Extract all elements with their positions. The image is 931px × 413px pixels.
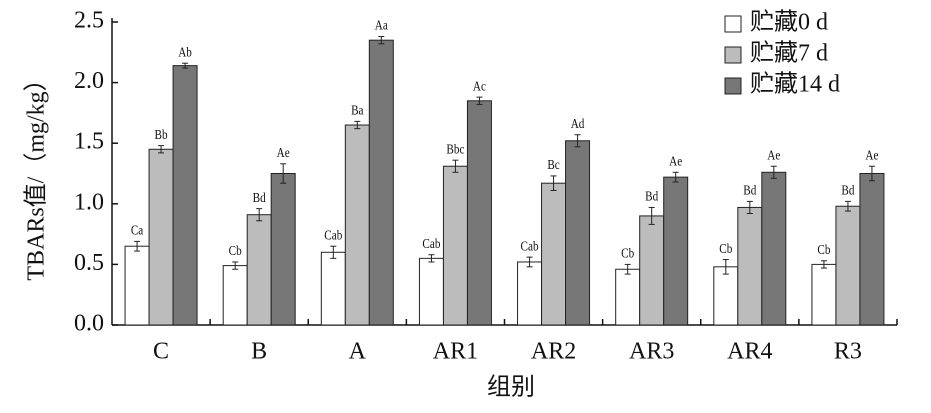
significance-label: Ae [669, 153, 682, 168]
y-tick-label: 1.0 [74, 189, 104, 215]
error-bar [256, 208, 263, 222]
legend-label: 贮藏14 d [750, 71, 840, 98]
error-bar [672, 171, 679, 183]
bar [565, 140, 591, 326]
significance-label: Ba [351, 102, 364, 117]
y-tick-label: 2.5 [74, 8, 104, 34]
significance-label: Ad [571, 116, 585, 131]
error-bar [158, 145, 165, 154]
significance-label: Cab [422, 236, 440, 251]
significance-label: Ab [178, 44, 192, 59]
error-bar [746, 200, 753, 214]
error-bar [648, 206, 655, 225]
significance-label: Bbc [446, 141, 464, 156]
bar [270, 173, 296, 326]
error-bar [232, 261, 239, 270]
significance-label: Ae [277, 145, 290, 160]
bar [737, 206, 763, 326]
error-bar [354, 120, 361, 130]
bar [761, 171, 787, 326]
significance-label: Bd [645, 188, 659, 203]
error-bar [428, 254, 435, 263]
bar [418, 257, 444, 326]
significance-label: Cb [621, 245, 634, 260]
error-bar [722, 259, 729, 275]
bar [344, 124, 370, 326]
bar [859, 173, 885, 326]
x-tick-label: B [251, 339, 267, 365]
x-tick-label: AR3 [629, 339, 674, 365]
bar [172, 65, 198, 326]
significance-label: Bd [253, 190, 267, 205]
legend-swatch [724, 77, 742, 95]
significance-label: Bc [547, 157, 560, 172]
bar [713, 266, 739, 326]
significance-label: Aa [375, 18, 388, 33]
error-bar [280, 163, 287, 184]
x-tick-label: R3 [834, 339, 862, 365]
bar [811, 263, 837, 326]
legend-swatch [724, 46, 742, 64]
x-tick-label: AR4 [727, 339, 772, 365]
bar [517, 261, 543, 326]
error-bar [770, 165, 777, 179]
error-bar [868, 165, 875, 182]
error-bar [330, 245, 337, 259]
y-axis-label: TBARs值/（mg/kg） [23, 67, 50, 280]
error-bar [574, 134, 581, 148]
bar [222, 265, 248, 326]
x-axis-label: 组别 [487, 374, 535, 401]
bar [663, 176, 689, 326]
significance-label: Cab [521, 238, 539, 253]
bar [639, 215, 665, 326]
error-bar [378, 36, 385, 45]
y-tick-label: 0.5 [74, 250, 104, 276]
bar [148, 148, 174, 326]
error-bar [182, 62, 189, 69]
significance-label: Ca [131, 222, 144, 237]
error-bar [550, 175, 557, 191]
error-bar [624, 263, 631, 275]
x-tick-label: AR1 [433, 339, 478, 365]
bar [442, 165, 468, 326]
significance-label: Bb [155, 127, 168, 142]
error-bar [844, 200, 851, 212]
error-bar [452, 159, 459, 173]
bar [368, 39, 394, 326]
significance-label: Bd [743, 182, 757, 197]
bar [615, 268, 641, 326]
x-tick-label: C [153, 339, 169, 365]
y-tick-label: 2.0 [74, 68, 104, 94]
x-tick-label: AR2 [531, 339, 576, 365]
significance-label: Ae [865, 147, 878, 162]
significance-label: Ae [767, 147, 780, 162]
y-tick-label: 0.0 [74, 311, 104, 337]
legend-label: 贮藏7 d [750, 40, 828, 67]
bar [320, 251, 346, 326]
significance-label: Cab [324, 227, 342, 242]
significance-label: Bd [841, 182, 855, 197]
significance-label: Cb [229, 243, 242, 258]
error-bar [476, 96, 483, 105]
significance-label: Ac [473, 78, 486, 93]
bar [541, 182, 567, 326]
error-bar [820, 260, 827, 269]
bar [466, 100, 492, 326]
significance-label: Cb [817, 242, 830, 257]
y-tick-label: 1.5 [74, 129, 104, 155]
bar [124, 245, 150, 326]
x-tick-label: A [349, 339, 367, 365]
error-bar [134, 240, 141, 252]
error-bar [526, 256, 533, 268]
legend-swatch [724, 15, 742, 33]
significance-label: Cb [719, 241, 732, 256]
legend-label: 贮藏0 d [750, 9, 828, 36]
bar [835, 205, 861, 326]
bar [246, 214, 272, 326]
